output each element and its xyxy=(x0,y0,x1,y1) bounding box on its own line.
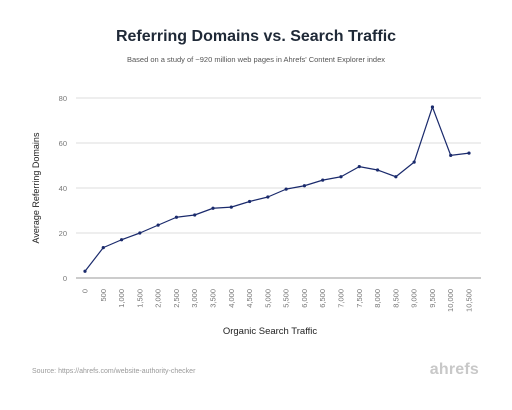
data-point xyxy=(101,246,105,250)
x-tick-label: 9,000 xyxy=(410,289,419,308)
x-tick-label: 3,000 xyxy=(190,289,199,308)
x-tick-label: 5,500 xyxy=(282,289,291,308)
data-point xyxy=(412,160,416,164)
data-point xyxy=(174,215,179,219)
data-point xyxy=(266,195,270,199)
data-point xyxy=(302,184,307,188)
y-tick-label: 40 xyxy=(59,184,67,193)
data-point xyxy=(229,205,233,209)
x-tick-label: 8,000 xyxy=(373,289,382,308)
data-point xyxy=(394,175,398,179)
data-point xyxy=(247,199,252,204)
data-point xyxy=(193,213,197,217)
x-tick-label: 1,500 xyxy=(135,289,144,308)
x-tick-label: 0 xyxy=(81,289,90,293)
x-tick-label: 2,000 xyxy=(154,289,163,308)
x-tick-label: 4,500 xyxy=(245,289,254,308)
data-point xyxy=(119,238,124,242)
x-tick-label: 6,000 xyxy=(300,289,309,308)
x-tick-label: 10,000 xyxy=(446,289,455,312)
data-point xyxy=(467,151,471,155)
data-point xyxy=(339,175,343,179)
data-point xyxy=(156,223,160,227)
source-note: Source: https://ahrefs.com/website-autho… xyxy=(32,368,196,375)
data-point xyxy=(211,206,215,210)
x-tick-label: 2,500 xyxy=(172,289,181,308)
data-point xyxy=(138,231,142,235)
data-point xyxy=(449,153,453,157)
data-point xyxy=(284,187,288,191)
x-tick-label: 7,500 xyxy=(355,289,364,308)
y-tick-label: 80 xyxy=(59,94,67,103)
data-point xyxy=(357,165,361,169)
data-point xyxy=(321,178,325,182)
x-tick-label: 8,500 xyxy=(391,289,400,308)
y-tick-label: 0 xyxy=(63,274,67,283)
x-tick-label: 3,500 xyxy=(209,289,218,308)
x-tick-label: 5,000 xyxy=(263,289,272,308)
x-tick-label: 7,000 xyxy=(337,289,346,308)
x-tick-label: 9,500 xyxy=(428,289,437,308)
series-line xyxy=(84,106,470,272)
x-tick-label: 10,500 xyxy=(465,289,474,312)
x-tick-label: 500 xyxy=(99,289,108,302)
data-point xyxy=(430,105,435,109)
chart-title: Referring Domains vs. Search Traffic xyxy=(115,28,397,45)
chart-subtitle: Based on a study of ~920 million web pag… xyxy=(126,55,386,64)
y-tick-label: 60 xyxy=(59,139,67,148)
y-tick-label: 20 xyxy=(59,229,67,238)
data-point xyxy=(375,168,380,172)
ahrefs-logo: ahrefs xyxy=(429,361,479,378)
x-tick-label: 6,500 xyxy=(318,289,327,308)
data-point xyxy=(83,269,87,273)
x-tick-label: 1,000 xyxy=(117,289,126,308)
x-tick-label: 4,000 xyxy=(227,289,236,308)
y-axis-label: Average Referring Domains xyxy=(31,132,41,244)
x-axis-label: Organic Search Traffic xyxy=(222,326,318,337)
